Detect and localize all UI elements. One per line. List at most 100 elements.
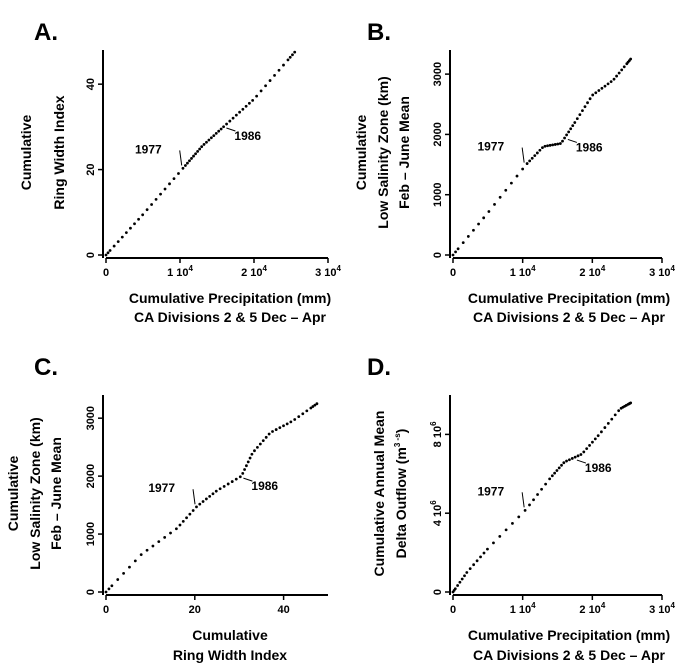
data-point	[493, 202, 496, 206]
data-point	[241, 471, 245, 475]
x-axis-label: Cumulative Precipitation (mm)	[129, 290, 331, 306]
data-point	[586, 101, 589, 105]
data-point	[154, 197, 158, 201]
data-point	[556, 142, 560, 146]
data-point	[264, 435, 268, 439]
data-point	[200, 145, 204, 149]
data-point	[563, 136, 566, 140]
data-point	[190, 157, 193, 160]
data-point	[486, 547, 489, 551]
data-point	[454, 250, 457, 254]
data-point	[311, 405, 315, 408]
panel-d: D. 0 1 104 2 104 3 104 0 4 106 8 106 Cumulative …	[367, 354, 675, 663]
data-point	[178, 523, 182, 527]
y-axis-label: Feb – June Mean	[396, 96, 412, 209]
data-point	[517, 515, 521, 519]
annotation-leader	[521, 147, 525, 163]
data-point	[238, 475, 242, 479]
data-point	[533, 154, 537, 157]
annotation-leader	[576, 459, 587, 464]
data-point	[612, 77, 616, 81]
data-point	[461, 241, 465, 245]
data-point	[466, 235, 470, 238]
y-tick-label: 2000	[85, 464, 97, 488]
data-point	[525, 162, 529, 165]
annotation-label: 1977	[135, 142, 162, 156]
data-point	[124, 231, 128, 235]
x-axis-label: Cumulative Precipitation (mm)	[468, 627, 670, 643]
data-point	[615, 74, 618, 78]
data-point	[596, 434, 600, 438]
data-point	[528, 503, 531, 507]
data-point	[196, 149, 200, 153]
data-point	[573, 455, 577, 459]
data-point	[289, 420, 293, 424]
y-tick-label: 0	[432, 589, 444, 595]
data-point	[600, 86, 604, 90]
x-axis-label: Cumulative	[192, 627, 268, 643]
data-point	[492, 541, 495, 545]
data-point	[186, 161, 189, 165]
data-point	[261, 439, 265, 443]
x-axis-label: CA Divisions 2 & 5 Dec – Apr	[473, 309, 665, 325]
x-tick-label: 40	[277, 604, 289, 616]
x-tick-label: 0	[103, 604, 109, 616]
data-point	[145, 208, 149, 212]
data-point	[535, 151, 539, 155]
annotation-leader	[226, 127, 236, 132]
y-axis-label: Ring Width Index	[51, 95, 67, 209]
data-point	[268, 79, 272, 82]
data-point	[277, 68, 281, 72]
annotation-leader	[521, 492, 525, 508]
x-axis-label: CA Divisions 2 & 5 Dec – Apr	[134, 309, 326, 325]
x-tick-label: 0	[450, 267, 456, 279]
panel-letter: C.	[34, 354, 58, 381]
data-point	[293, 50, 297, 54]
annotation-label: 1986	[251, 479, 278, 493]
data-point	[568, 458, 571, 462]
data-point	[622, 65, 626, 69]
y-tick-label: 3000	[85, 406, 97, 430]
data-point	[188, 159, 191, 163]
data-point	[540, 487, 543, 491]
data-point	[247, 101, 251, 105]
data-point	[205, 140, 208, 144]
panel-letter: A.	[34, 19, 58, 46]
data-point	[108, 249, 112, 252]
data-point	[603, 84, 607, 88]
annotation-leader	[243, 477, 253, 482]
data-point	[107, 587, 111, 591]
data-point	[606, 421, 610, 425]
x-tick-label: 2 104	[579, 264, 605, 279]
y-axis-label: Low Salinity Zone (km)	[375, 76, 391, 228]
data-point	[453, 587, 457, 591]
data-point	[137, 217, 140, 221]
data-point	[515, 174, 519, 178]
y-tick-label: 40	[85, 78, 97, 90]
x-axis-label: Cumulative Precipitation (mm)	[468, 290, 670, 306]
y-axis-label: Delta Outflow (m3 -s)	[393, 429, 409, 559]
data-point	[256, 445, 259, 449]
data-point	[246, 460, 250, 464]
annotation-label: 1986	[234, 129, 261, 143]
data-point	[238, 110, 242, 114]
data-point	[172, 177, 176, 181]
data-point	[243, 468, 246, 471]
x-tick-label: 1 104	[510, 601, 536, 616]
data-point	[479, 555, 482, 559]
data-point	[169, 531, 172, 535]
data-point	[278, 426, 282, 430]
data-point	[120, 235, 124, 239]
data-point	[456, 247, 460, 251]
data-point	[532, 498, 535, 502]
data-point	[274, 428, 278, 431]
data-point	[620, 68, 624, 72]
data-point	[122, 571, 125, 575]
data-point	[112, 244, 116, 248]
data-point	[245, 464, 248, 468]
data-point	[536, 493, 539, 496]
x-tick-label: 2 104	[241, 264, 267, 279]
data-point	[129, 226, 132, 230]
data-point	[472, 563, 476, 567]
